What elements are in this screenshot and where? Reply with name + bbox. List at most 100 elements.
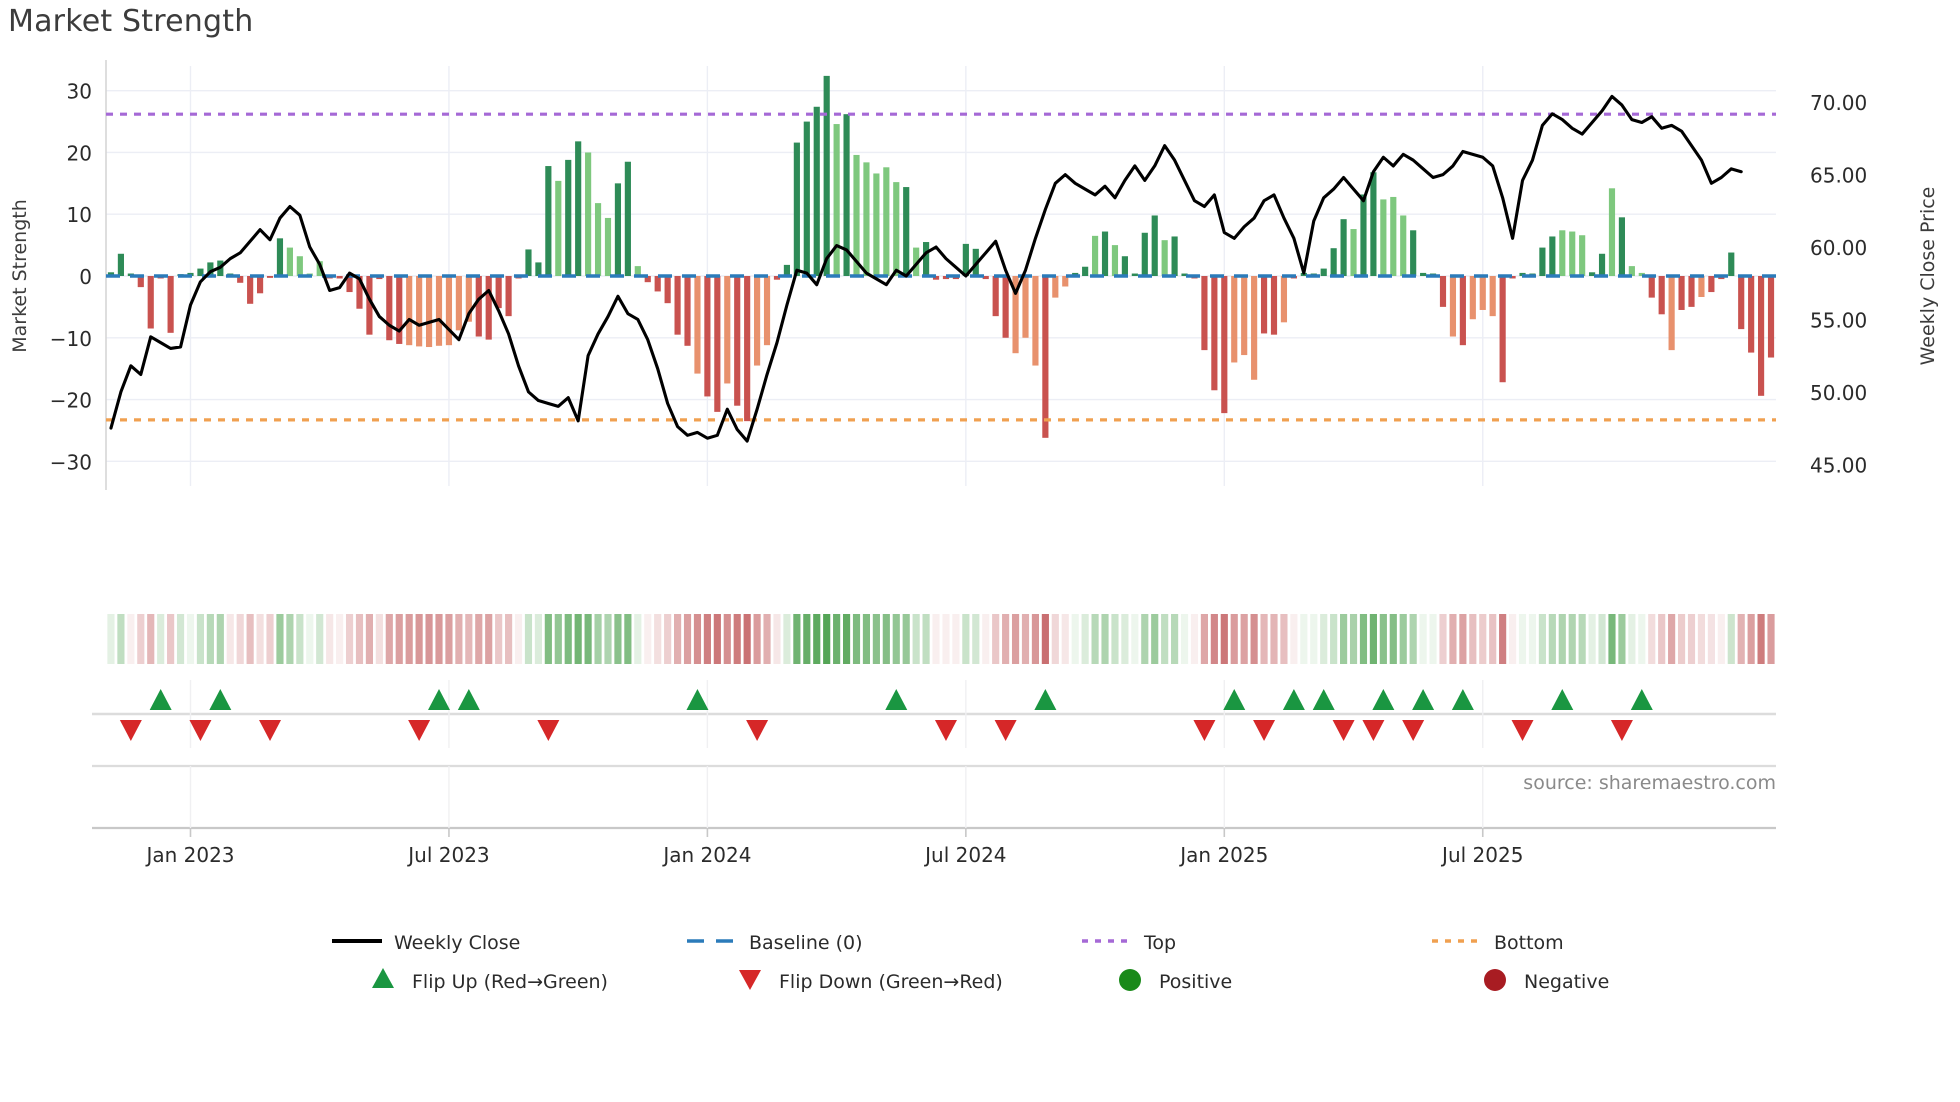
flip-up-marker (1312, 689, 1335, 710)
right-axis-ticks: 70.00 65.00 60.00 55.00 50.00 45.00 (1810, 91, 1867, 477)
heatmap-cell (107, 614, 115, 664)
x-axis-tick-label: Jul 2024 (923, 843, 1006, 867)
bar (1002, 276, 1009, 338)
bar (1688, 276, 1695, 307)
heatmap-cell (415, 614, 423, 664)
heatmap-cell (1240, 614, 1248, 664)
heatmap-cell (1270, 614, 1278, 664)
heatmap-cell (1518, 614, 1527, 664)
bar (783, 264, 791, 276)
heatmap-cell (475, 614, 483, 664)
bar (923, 242, 930, 276)
heatmap-cell (1578, 614, 1586, 664)
heatmap-cell (405, 614, 413, 664)
gridlines (106, 90, 1776, 462)
legend-label: Top (1143, 932, 1176, 954)
bar (1251, 276, 1258, 380)
bar (1221, 276, 1228, 414)
heatmap-cell (1091, 614, 1099, 664)
flip-down-marker (189, 720, 212, 741)
flip-up-marker (149, 689, 172, 710)
flip-down-marker (1193, 720, 1216, 741)
bar (167, 276, 174, 333)
bar (883, 167, 890, 276)
bar (1082, 266, 1089, 276)
bar (644, 276, 651, 283)
heatmap-cell (336, 614, 344, 664)
heatmap-cell (1459, 614, 1467, 664)
heatmap-cell (1707, 614, 1715, 664)
bar (714, 276, 721, 412)
bar (594, 203, 602, 276)
heatmap-cell (514, 614, 523, 664)
bar (237, 276, 244, 283)
heatmap-cell (753, 614, 761, 664)
heatmap-cell (196, 614, 205, 664)
heatmap-cell (345, 614, 354, 664)
heatmap-cell (375, 614, 383, 664)
bar (555, 180, 562, 276)
bar (366, 276, 373, 335)
heatmap-cell (1190, 614, 1199, 664)
bar (1022, 276, 1029, 338)
heatmap-cell (1558, 614, 1566, 664)
bar (1211, 276, 1218, 391)
heatmap-cell (485, 614, 493, 664)
bar (585, 152, 592, 276)
bar (247, 276, 254, 304)
heatmap-cell (1210, 614, 1218, 664)
heatmap-cell (932, 614, 940, 664)
heatmap-cell (1151, 614, 1159, 664)
heatmap-cell (1568, 614, 1576, 664)
heatmap-cell (823, 614, 831, 664)
legend-marker-circle (1484, 969, 1506, 991)
heatmap-cell (872, 614, 880, 664)
bar (396, 276, 403, 344)
bar (1280, 276, 1288, 323)
bar (1390, 196, 1397, 276)
heatmap-cell (922, 614, 930, 664)
heatmap-cell (296, 614, 304, 664)
bar (1360, 194, 1367, 276)
bar (684, 276, 691, 346)
flip-down-marker (1511, 720, 1534, 741)
lower-panel (92, 764, 1776, 837)
heatmap-cell (256, 614, 264, 664)
heatmap-cell (1359, 614, 1368, 664)
heatmap-cell (654, 614, 662, 664)
flip-markers-panel (92, 680, 1776, 748)
bar (654, 276, 661, 292)
left-axis-tick-label: 30 (67, 80, 92, 104)
bar (296, 256, 303, 276)
bar (455, 276, 462, 331)
bar (1708, 276, 1715, 293)
heatmap-cell (1171, 614, 1179, 664)
bar (1201, 276, 1208, 351)
heatmap-cell (1538, 614, 1546, 664)
bar (1350, 229, 1357, 276)
heatmap-cell (972, 614, 980, 664)
heatmap-cell (206, 614, 214, 664)
heatmap-cell (186, 614, 195, 664)
heatmap-cell (713, 614, 721, 664)
heatmap-cell (127, 614, 135, 664)
bar (1628, 266, 1635, 276)
heatmap-cell (703, 614, 711, 664)
bar (744, 276, 751, 422)
bar (386, 276, 393, 341)
bar (1449, 276, 1457, 337)
bar (604, 217, 612, 276)
bar (1569, 231, 1576, 276)
flip-up-marker (1551, 689, 1574, 710)
heatmap-cell (992, 614, 1000, 664)
heatmap-cell (1081, 614, 1089, 664)
heatmap-cell (1648, 614, 1656, 664)
flip-down-marker (1332, 720, 1355, 741)
heatmap-cell (1687, 614, 1696, 664)
bar (465, 276, 472, 322)
bar (813, 106, 820, 276)
heatmap-cell (1379, 614, 1387, 664)
heatmap-cell (693, 614, 702, 664)
bar (1171, 236, 1178, 276)
bar (346, 276, 353, 293)
